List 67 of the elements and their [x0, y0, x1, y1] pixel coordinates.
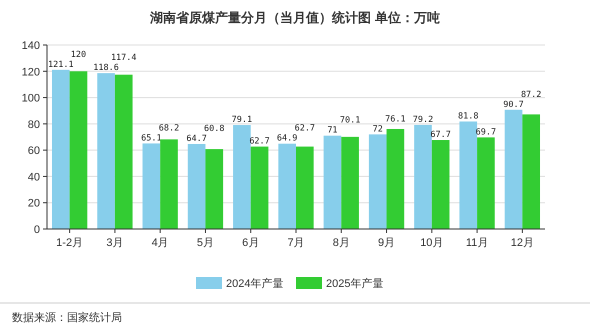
data-label: 62.7 [294, 124, 316, 134]
data-label: 121.1 [48, 60, 74, 70]
data-label: 67.7 [430, 130, 451, 140]
source-note: 数据来源：国家统计局 [12, 311, 122, 324]
data-label: 64.9 [276, 134, 298, 144]
bar [341, 136, 359, 229]
data-label: 65.1 [141, 133, 162, 144]
x-tick-label: 10月 [420, 237, 444, 249]
bar [504, 110, 522, 229]
bar [205, 149, 224, 229]
x-tick-label: 9月 [378, 237, 396, 249]
y-tick-label: 100 [22, 92, 40, 105]
bar [142, 143, 160, 229]
bar [160, 139, 178, 229]
data-label: 117.4 [110, 53, 137, 64]
legend-label: 2025年产量 [326, 277, 384, 290]
bar [477, 137, 495, 229]
x-tick-label: 8月 [332, 237, 350, 249]
data-label: 120 [70, 50, 86, 60]
data-label: 81.8 [458, 111, 479, 122]
bar [414, 124, 432, 229]
legend-label: 2024年产量 [226, 277, 284, 290]
data-label: 69.7 [476, 127, 496, 138]
data-label: 64.7 [186, 134, 207, 144]
data-label: 60.8 [204, 124, 225, 134]
bar [52, 70, 70, 229]
x-tick-label: 11月 [466, 237, 488, 249]
y-tick-label: 20 [28, 198, 40, 210]
bar [296, 146, 314, 229]
y-tick-label: 120 [22, 66, 40, 78]
data-label: 76.1 [385, 114, 406, 124]
data-label: 79.2 [412, 114, 434, 125]
x-tick-label: 12月 [510, 237, 534, 249]
y-tick-label: 80 [28, 118, 40, 131]
data-label: 90.7 [503, 100, 524, 110]
x-tick-label: 1-2月 [56, 237, 84, 249]
bar [432, 140, 450, 229]
x-tick-label: 3月 [106, 237, 124, 249]
y-tick-label: 60 [28, 145, 40, 158]
y-tick-label: 140 [22, 40, 40, 52]
y-tick-label: 0 [34, 224, 40, 236]
bar [114, 74, 133, 229]
chart-title: 湖南省原煤产量分月（当月值）统计图 单位：万吨 [149, 10, 440, 25]
y-tick-label: 40 [28, 171, 40, 184]
data-label: 62.7 [249, 136, 270, 147]
bar [368, 134, 387, 229]
x-tick-label: 5月 [196, 237, 214, 249]
bar [97, 73, 115, 229]
data-label: 79.1 [232, 115, 252, 126]
bar [250, 146, 268, 229]
x-tick-label: 7月 [287, 237, 305, 249]
bar [233, 125, 251, 229]
data-label: 71 [327, 126, 338, 136]
x-tick-label: 4月 [152, 237, 169, 249]
bar [324, 136, 342, 229]
bar [386, 128, 404, 229]
bar [70, 71, 88, 229]
bar [188, 144, 206, 229]
data-label: 68.2 [158, 123, 180, 134]
x-tick-label: 6月 [242, 237, 260, 249]
bar [278, 144, 296, 229]
data-label: 118.6 [93, 63, 119, 74]
bar [459, 121, 478, 229]
data-label: 70.1 [340, 116, 360, 126]
data-label: 72 [372, 124, 383, 134]
bar [522, 114, 540, 229]
data-label: 87.2 [520, 90, 542, 100]
